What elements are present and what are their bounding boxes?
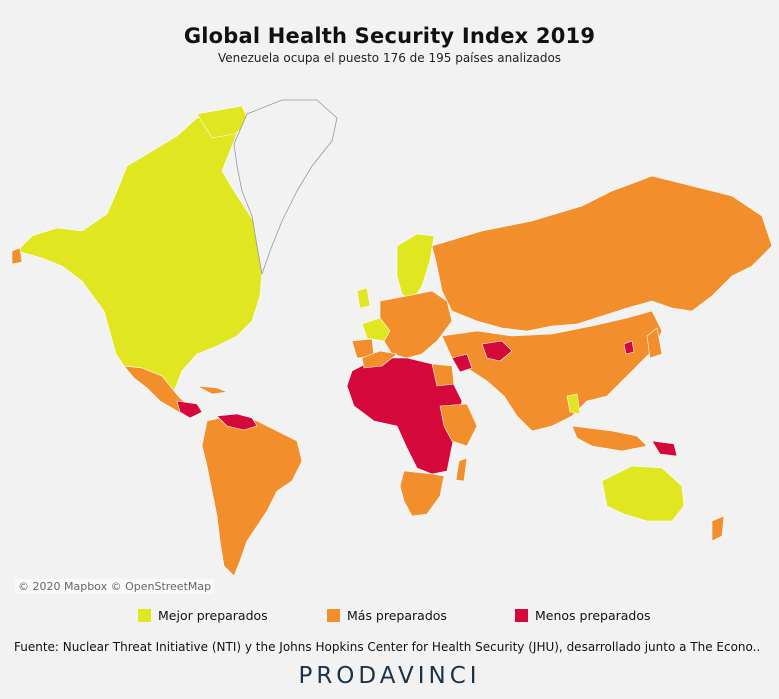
region-middle-east-red[interactable] xyxy=(451,353,473,373)
map-title: Global Health Security Index 2019 xyxy=(183,24,596,48)
world-map[interactable] xyxy=(12,96,779,596)
region-egypt[interactable] xyxy=(431,363,455,387)
legend-item-mas[interactable]: Más preparados xyxy=(327,608,447,623)
region-papua[interactable] xyxy=(651,440,678,457)
region-greenland[interactable] xyxy=(233,99,338,275)
region-nordics[interactable] xyxy=(396,233,435,302)
region-africa-red[interactable] xyxy=(346,357,463,475)
legend-label: Más preparados xyxy=(347,608,447,623)
legend-label: Menos preparados xyxy=(535,608,651,623)
region-alaska-tip[interactable] xyxy=(12,247,23,265)
region-afghanistan[interactable] xyxy=(481,340,513,362)
legend-item-mejor[interactable]: Mejor preparados xyxy=(138,608,268,623)
region-thailand[interactable] xyxy=(566,393,581,415)
region-russia[interactable] xyxy=(431,175,773,332)
region-australia[interactable] xyxy=(601,465,685,522)
region-new-zealand[interactable] xyxy=(711,515,725,542)
legend-swatch-yellow xyxy=(138,609,151,622)
region-venezuela[interactable] xyxy=(216,413,258,431)
region-japan[interactable] xyxy=(646,327,663,359)
region-canada-usa[interactable] xyxy=(16,110,263,392)
region-central-america-red[interactable] xyxy=(176,400,203,419)
region-south-america[interactable] xyxy=(201,413,303,577)
legend: Mejor preparados Más preparados Menos pr… xyxy=(0,608,779,626)
legend-label: Mejor preparados xyxy=(158,608,268,623)
region-madagascar[interactable] xyxy=(455,457,468,482)
legend-swatch-orange xyxy=(327,609,340,622)
legend-item-menos[interactable]: Menos preparados xyxy=(515,608,651,623)
region-europe[interactable] xyxy=(379,290,453,359)
region-asia[interactable] xyxy=(441,310,663,432)
brand-logo: PRODAVINCI xyxy=(298,663,481,689)
legend-swatch-red xyxy=(515,609,528,622)
region-caribbean[interactable] xyxy=(196,385,228,395)
region-se-asia-islands[interactable] xyxy=(571,425,648,452)
map-subtitle: Venezuela ocupa el puesto 176 de 195 paí… xyxy=(217,51,562,65)
region-southern-africa[interactable] xyxy=(399,470,445,517)
source-note: Fuente: Nuclear Threat Initiative (NTI) … xyxy=(14,640,761,654)
region-uk[interactable] xyxy=(356,287,371,309)
region-east-africa[interactable] xyxy=(439,403,478,447)
map-attribution[interactable]: © 2020 Mapbox © OpenStreetMap xyxy=(15,579,215,594)
region-north-korea[interactable] xyxy=(623,340,635,355)
region-north-africa[interactable] xyxy=(361,350,398,369)
